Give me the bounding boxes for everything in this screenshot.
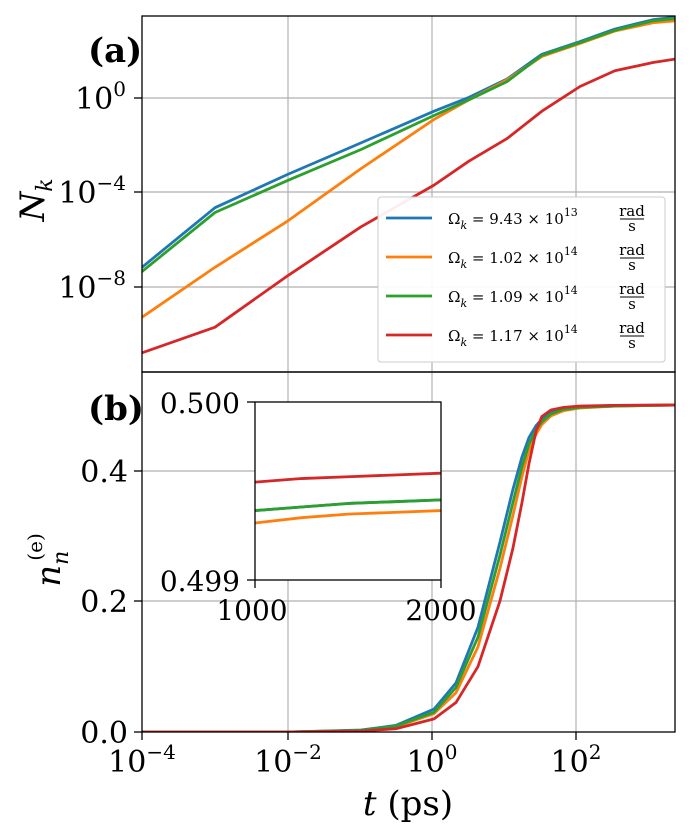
series-line-4 [142,57,675,355]
series-line-2 [255,509,441,525]
y-tick-label-b: 0.2 [80,585,128,620]
inset: 0.500 0.499 1000 2000 [160,387,477,627]
legend-unit-denominator: s [628,334,636,352]
y-tick-label-b: 0.4 [80,455,128,490]
x-tick-label: 102 [551,740,602,780]
inset-curves [255,471,441,525]
x-tick-label: 100 [407,740,458,780]
legend-box [377,196,666,363]
legend-label: Ωk = 9.43 × 1013 [448,206,578,232]
legend-unit-numerator: rad [619,202,645,220]
x-tick-label: 10−4 [108,740,176,780]
series-line-3 [142,403,675,732]
legend-unit-numerator: rad [619,241,645,259]
inset-x-tick-label: 1000 [216,594,287,627]
y-tick-label-a: 100 [75,77,126,117]
panel-a-curves [142,16,675,355]
legend-unit-numerator: rad [619,319,645,337]
panel-label-b: (b) [88,389,144,429]
inset-y-tick-label: 0.500 [160,387,240,420]
legend-unit-denominator: s [628,256,636,274]
y-tick-label-a: 10−4 [58,171,126,211]
inset-y-tick-label: 0.499 [160,565,240,598]
legend-label: Ωk = 1.02 × 1014 [448,245,578,271]
legend-label: Ωk = 1.09 × 1014 [448,284,578,310]
inset-frame [254,401,442,581]
panel-a: 100 10−4 10−8 Nk (a) Ωk = 9.43 × 1013 rad… [13,15,676,373]
x-axis-label: t (ps) [363,784,453,824]
legend-unit-denominator: s [628,295,636,313]
y-axis-label-a: Nk [13,178,58,222]
legend-unit-numerator: rad [619,280,645,298]
x-tick-label: 10−2 [254,740,322,780]
y-tick-label-a: 10−8 [58,266,126,306]
panel-label-a: (a) [88,31,142,71]
inset-background [255,402,441,580]
inset-x-tick-label: 2000 [405,594,476,627]
series-line-3 [142,17,675,273]
panel-b-curves [142,403,675,732]
panel-b: 0.500 0.499 1000 2000 0.4 0.2 0.0 10−4 1… [23,371,676,824]
series-line-3 [255,498,441,512]
series-line-4 [142,403,675,732]
panel-b-frame [141,371,676,733]
legend-unit-denominator: s [628,217,636,235]
legend-label: Ωk = 1.17 × 1014 [448,323,578,349]
y-tick-label-b: 0.0 [80,716,128,751]
y-axis-label-b: nn(e) [23,533,74,587]
series-line-4 [255,471,441,484]
